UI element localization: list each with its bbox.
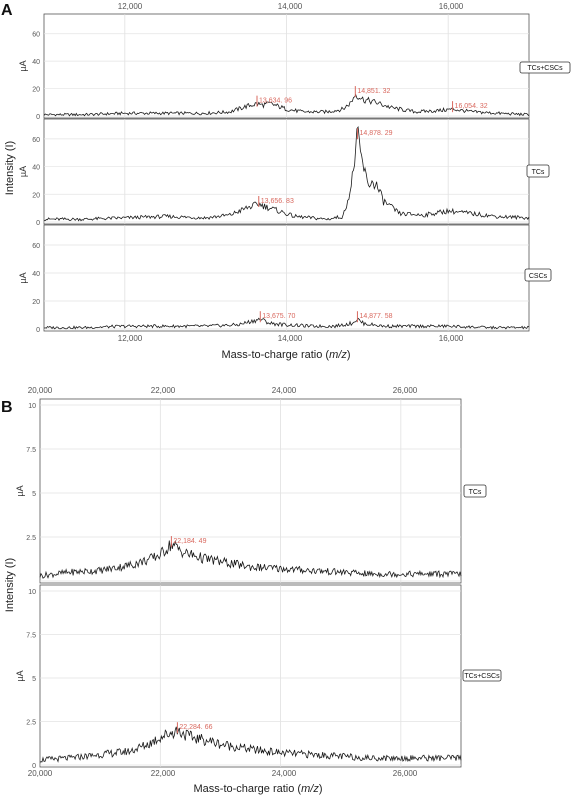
subplot-tag-label: TCs <box>532 169 545 176</box>
x-axis-title-end: ) <box>319 783 323 795</box>
panel-b-top-tick: 22,000 <box>151 386 176 395</box>
panel-b-top-tick: 20,000 <box>28 386 53 395</box>
subplot-tag-box <box>524 268 552 282</box>
panel-b-top-tick: 26,000 <box>393 386 418 395</box>
y-tick-label: 0 <box>36 327 40 334</box>
peak-label: 16,054. 32 <box>455 103 488 110</box>
y-tick-label: 5 <box>32 676 36 683</box>
series-line <box>39 726 462 763</box>
panel-b-y-axis-title: Intensity (I) <box>4 558 16 612</box>
subplot-a-tcs: 0 20 40 60 µA 13,656. 83 14,878. 29 TCs <box>18 118 550 227</box>
panel-b-bottom-tick: 26,000 <box>393 769 418 778</box>
y-tick-label: 0 <box>36 220 40 227</box>
y-tick-label: 40 <box>32 165 40 172</box>
x-axis-title-end: ) <box>347 349 351 361</box>
x-axis-title-italic: m/z <box>301 783 319 795</box>
subplot-tag-box <box>526 164 550 178</box>
y-tick-label: 10 <box>28 589 36 596</box>
panel-b-bottom-tick: 22,000 <box>151 769 176 778</box>
peak-label: 14,877. 58 <box>359 313 392 320</box>
panel-b-x-axis-title: Mass-to-charge ratio (m/z) <box>194 783 323 795</box>
panel-a-bottom-tick: 16,000 <box>439 334 464 343</box>
subplot-tag-label: CSCs <box>529 273 548 280</box>
y-tick-label: 2.5 <box>26 720 36 727</box>
series-line <box>43 93 530 117</box>
y-tick-label: 10 <box>28 403 36 410</box>
panel-b-bottom-tick: 20,000 <box>28 769 53 778</box>
subplot-b-tcs: 2.5 5 7.5 10 µA 22,184. 49 TCs <box>15 398 487 584</box>
panel-b-top-tick: 24,000 <box>272 386 297 395</box>
series-line <box>43 125 530 222</box>
y-tick-label: 60 <box>32 32 40 39</box>
panel-b-bottom-tick: 24,000 <box>272 769 297 778</box>
subplot-a-cscs: 0 20 40 60 µA 13,675. 70 14,877. 58 CSCs <box>18 224 552 334</box>
subplot-tag-label: TCs+CSCs <box>464 673 500 680</box>
panel-a-bottom-tick: 14,000 <box>278 334 303 343</box>
panel-letter-b: B <box>1 399 13 416</box>
panel-a-y-axis-title: Intensity (I) <box>4 141 16 195</box>
peak-label: 14,878. 29 <box>359 130 392 137</box>
y-tick-label: 20 <box>32 299 40 306</box>
peak-label: 13,656. 83 <box>261 198 294 205</box>
subplot-tag-label: TCs+CSCs <box>527 65 563 72</box>
y-tick-label: 5 <box>32 491 36 498</box>
plot-frame <box>39 584 462 768</box>
peak-label: 22,184. 49 <box>173 538 206 545</box>
subplot-tag-label: TCs <box>469 489 482 496</box>
unit-label: µA <box>18 166 28 177</box>
peak-label: 13,634. 96 <box>259 98 292 105</box>
unit-label: µA <box>18 272 28 283</box>
y-tick-label: 0 <box>36 114 40 121</box>
panel-a-bottom-tick: 12,000 <box>118 334 143 343</box>
y-tick-label: 0 <box>32 763 36 770</box>
x-axis-title-main: Mass-to-charge ratio ( <box>194 783 302 795</box>
y-tick-label: 40 <box>32 59 40 66</box>
subplot-a-tcs-cscs: 0 20 40 60 µA 13,634. 96 14,851. 32 16,054. 32 T… <box>18 13 571 121</box>
panel-a-top-tick: 16,000 <box>439 2 464 11</box>
y-tick-label: 60 <box>32 243 40 250</box>
panel-a-x-axis-title: Mass-to-charge ratio (m/z) <box>222 349 351 361</box>
panel-letter-a: A <box>1 2 13 19</box>
peak-label: 13,675. 70 <box>262 313 295 320</box>
y-tick-label: 7.5 <box>26 633 36 640</box>
y-tick-label: 7.5 <box>26 447 36 454</box>
unit-label: µA <box>18 60 28 71</box>
subplot-b-tcs-cscs: 0 2.5 5 7.5 10 µA 22,284. 66 TCs+CSCs <box>15 584 502 770</box>
peak-label: 14,851. 32 <box>357 88 390 95</box>
unit-label: µA <box>15 670 25 681</box>
unit-label: µA <box>15 485 25 496</box>
x-axis-title-main: Mass-to-charge ratio ( <box>222 349 330 361</box>
y-tick-label: 20 <box>32 87 40 94</box>
y-tick-label: 2.5 <box>26 535 36 542</box>
subplot-tag-box <box>463 484 487 498</box>
y-tick-label: 60 <box>32 137 40 144</box>
series-line <box>39 540 462 579</box>
panel-a-top-tick: 12,000 <box>118 2 143 11</box>
y-tick-label: 40 <box>32 271 40 278</box>
y-tick-label: 20 <box>32 192 40 199</box>
peak-label: 22,284. 66 <box>179 724 212 731</box>
panel-a-top-tick: 14,000 <box>278 2 303 11</box>
subplot-tag-box <box>519 61 571 74</box>
subplot-tag-box <box>462 669 502 682</box>
plot-frame <box>39 398 462 584</box>
series-line <box>43 317 530 330</box>
x-axis-title-italic: m/z <box>329 349 347 361</box>
